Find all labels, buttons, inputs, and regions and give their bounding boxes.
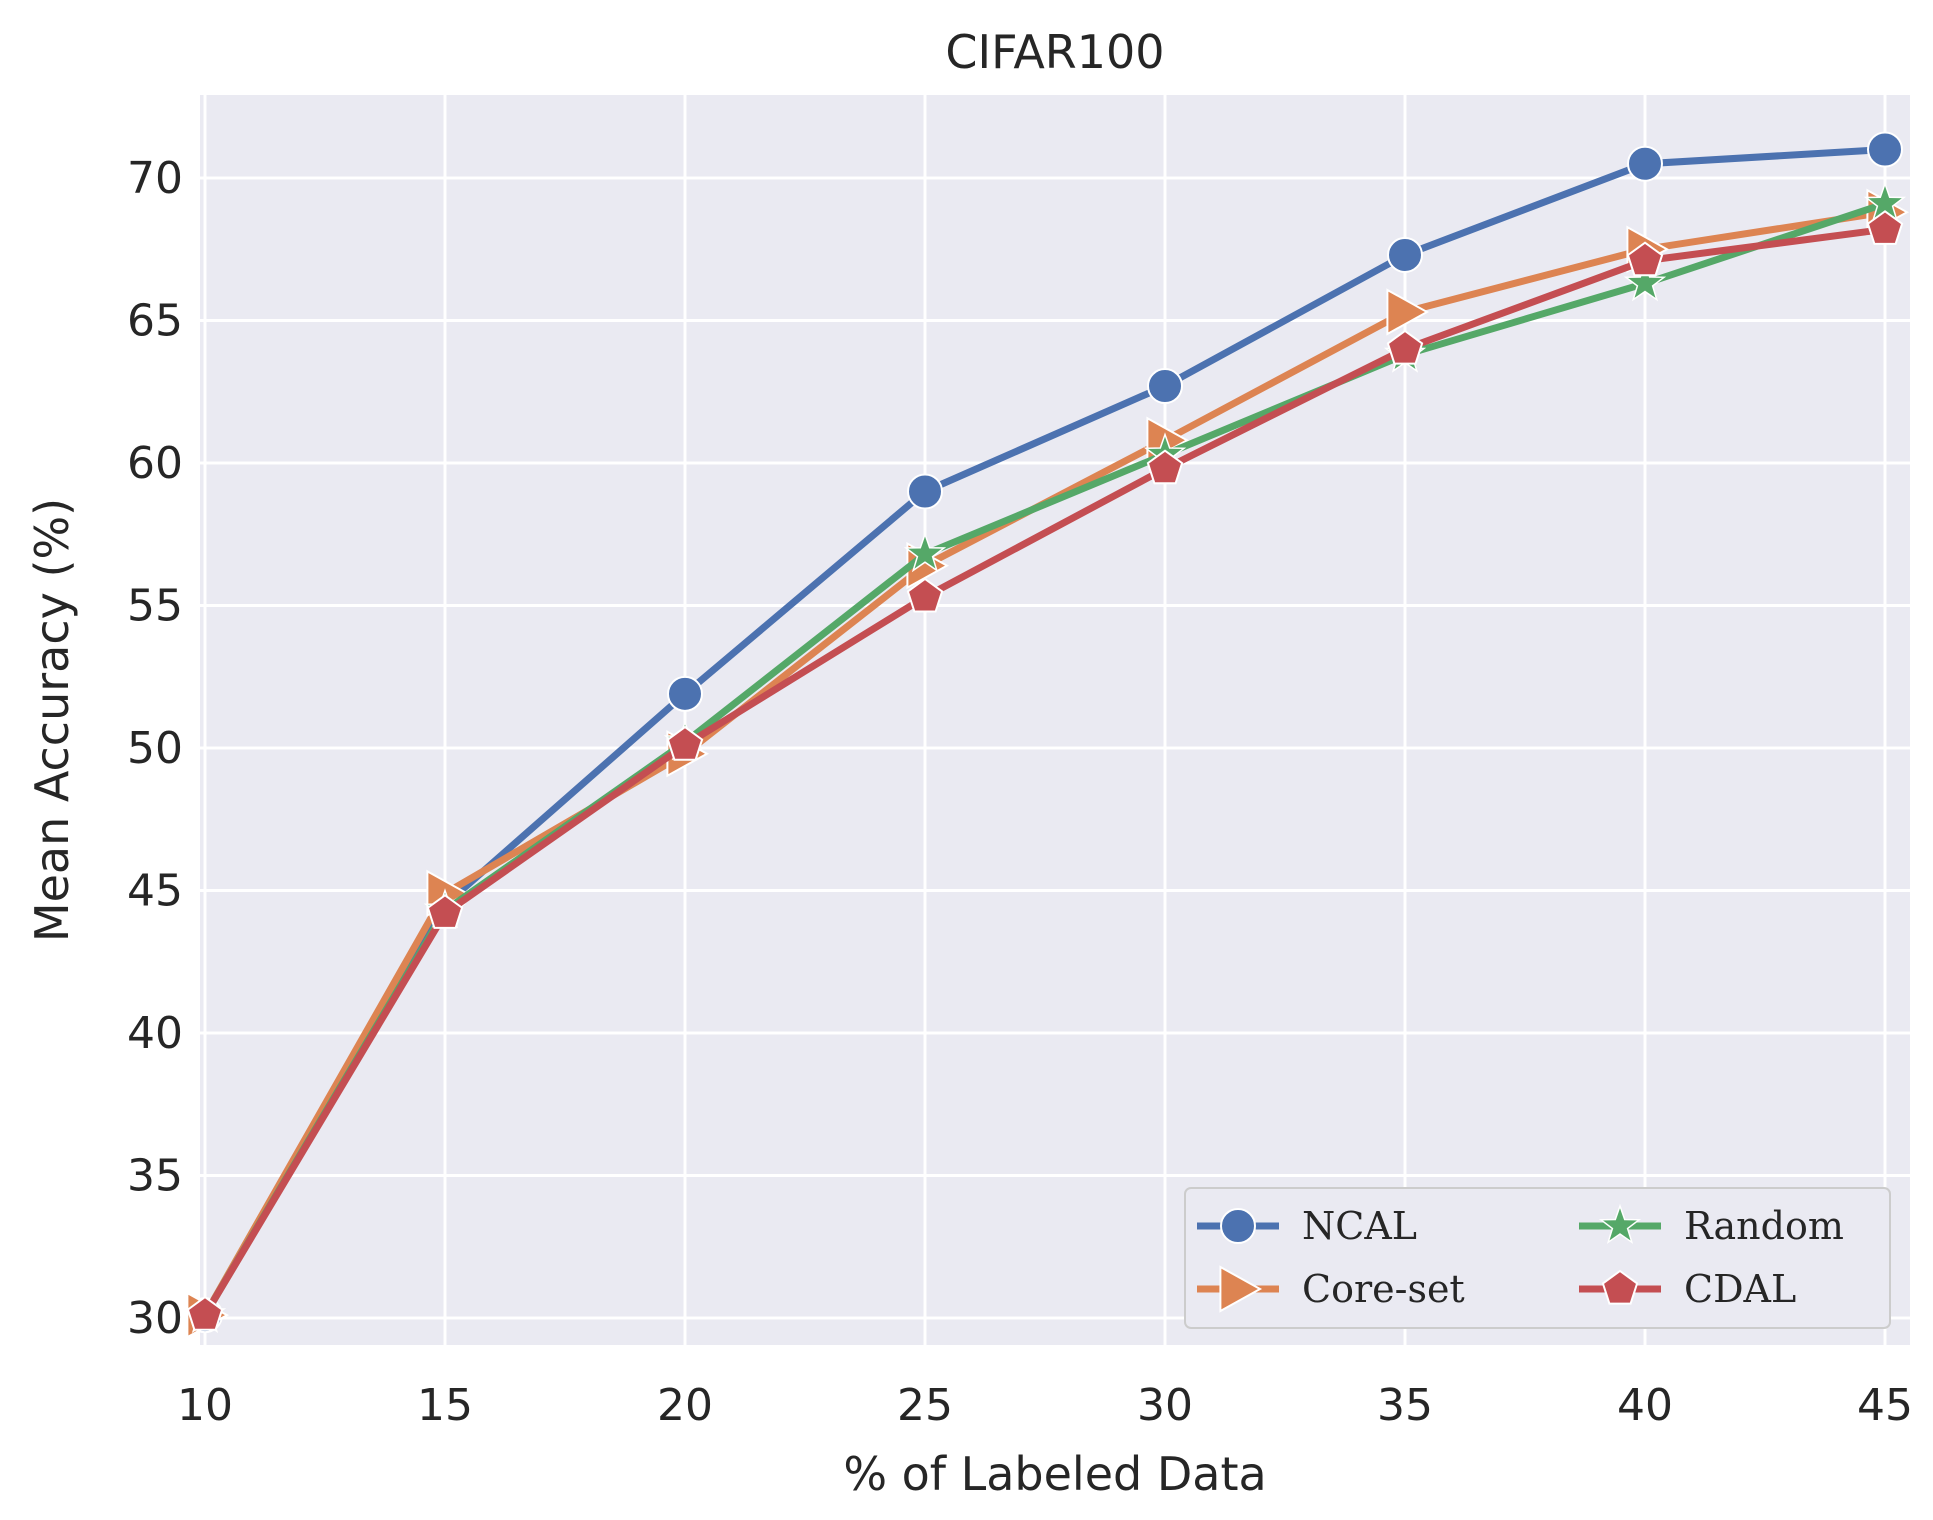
series-layer <box>183 131 1910 1339</box>
data-point <box>426 894 464 929</box>
y-tick-label: 65 <box>127 296 183 347</box>
data-point <box>1146 449 1184 485</box>
y-tick-label: 30 <box>127 1293 183 1344</box>
y-tick-label: 40 <box>127 1008 183 1059</box>
y-tick-label: 55 <box>127 581 183 632</box>
y-axis-title: Mean Accuracy (%) <box>25 498 79 942</box>
x-tick-label: 10 <box>177 1380 233 1431</box>
x-tick-label: 35 <box>1377 1380 1433 1431</box>
x-tick-label: 25 <box>897 1380 953 1431</box>
plot-area <box>200 95 1910 1345</box>
legend-marker <box>1219 1265 1263 1313</box>
data-point <box>1626 241 1664 277</box>
legend-box <box>1184 1187 1891 1329</box>
legend: NCAL Core-set Random CDAL <box>1184 1187 1891 1329</box>
data-point <box>1387 236 1423 273</box>
legend-label: CDAL <box>1684 1267 1796 1311</box>
x-tick-label: 15 <box>417 1380 473 1431</box>
data-point <box>1386 329 1424 365</box>
y-tick-label: 70 <box>127 153 183 204</box>
data-point <box>1866 210 1904 245</box>
data-point <box>1627 145 1663 182</box>
x-axis-title: % of Labeled Data <box>843 1447 1266 1501</box>
legend-item: NCAL <box>1197 1204 1417 1248</box>
legend-marker <box>1601 1269 1639 1305</box>
data-point <box>1147 368 1183 405</box>
legend-item: Core-set <box>1197 1265 1465 1313</box>
chart-title: CIFAR100 <box>945 25 1164 79</box>
legend-item: Random <box>1579 1203 1844 1248</box>
data-point <box>1867 131 1903 168</box>
data-point <box>667 675 703 712</box>
grid-lines <box>200 95 1910 1345</box>
legend-label: Core-set <box>1302 1267 1465 1311</box>
data-point <box>1623 261 1667 302</box>
data-point <box>907 473 943 510</box>
x-tick-label: 40 <box>1617 1380 1673 1431</box>
x-tick-label: 20 <box>657 1380 713 1431</box>
series-line <box>201 225 1889 1319</box>
y-tick-label: 50 <box>127 723 183 774</box>
series-cdal <box>186 210 1904 1331</box>
legend-marker <box>1598 1203 1642 1245</box>
data-point <box>1386 288 1430 336</box>
y-axis-ticks: 30 35 40 45 50 55 60 65 70 <box>127 153 183 1344</box>
data-point <box>903 531 947 573</box>
legend-item: CDAL <box>1579 1267 1796 1311</box>
legend-label: Random <box>1684 1204 1844 1248</box>
y-tick-label: 45 <box>127 866 183 917</box>
x-tick-label: 45 <box>1857 1380 1913 1431</box>
y-tick-label: 60 <box>127 438 183 489</box>
y-tick-label: 35 <box>127 1151 183 1202</box>
legend-marker <box>1220 1208 1256 1244</box>
data-point <box>666 725 704 761</box>
x-tick-label: 30 <box>1137 1380 1193 1431</box>
data-point <box>186 1295 224 1331</box>
data-point <box>906 577 944 613</box>
x-axis-ticks: 10 15 20 25 30 35 40 45 <box>177 1380 1913 1431</box>
legend-label: NCAL <box>1302 1204 1417 1248</box>
